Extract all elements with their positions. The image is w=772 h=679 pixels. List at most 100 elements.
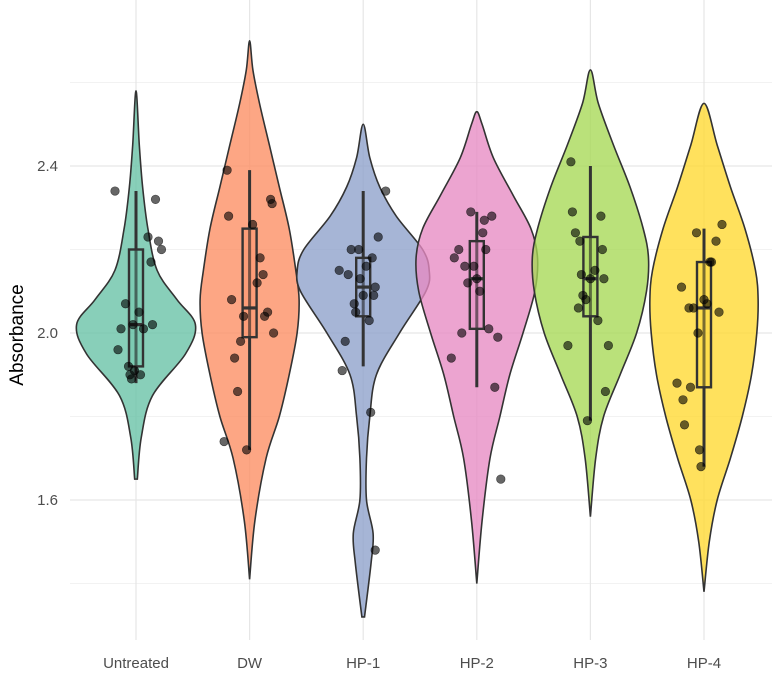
point-hp-2-10 (478, 228, 488, 238)
x-tick-label-5: HP-4 (687, 655, 721, 672)
violin-layer (75, 39, 759, 618)
point-hp-3-3 (570, 228, 581, 238)
x-tick-label-0: Untreated (103, 655, 169, 672)
point-hp-3-7 (581, 295, 591, 305)
point-dw-9 (248, 219, 258, 230)
point-hp-2-11 (479, 215, 489, 225)
point-hp-3-16 (603, 340, 614, 351)
point-hp-2-9 (475, 286, 485, 296)
point-hp-4-17 (693, 328, 703, 338)
point-hp-1-11 (364, 315, 374, 326)
point-hp-3-11 (593, 315, 603, 326)
point-hp-4-2 (678, 395, 688, 405)
point-hp-2-1 (449, 253, 459, 263)
point-hp-4-16 (717, 219, 727, 230)
point-untreated-17 (135, 370, 146, 380)
point-hp-2-17 (496, 474, 506, 484)
point-untreated-15 (156, 244, 167, 255)
point-hp-3-5 (575, 236, 585, 246)
point-hp-1-15 (370, 282, 380, 292)
point-hp-3-2 (567, 207, 578, 217)
point-dw-10 (252, 278, 262, 288)
violin-hp-1 (295, 123, 431, 618)
point-hp-1-3 (343, 269, 353, 280)
point-hp-2-3 (457, 328, 467, 338)
point-hp-1-2 (340, 336, 350, 346)
point-hp-3-15 (600, 386, 611, 397)
point-hp-3-0 (563, 340, 573, 351)
box-hp-2 (468, 239, 485, 331)
point-hp-1-14 (369, 290, 379, 301)
point-hp-4-7 (691, 228, 702, 238)
point-dw-2 (224, 211, 234, 221)
point-hp-1-8 (355, 274, 365, 284)
point-hp-2-14 (487, 211, 497, 221)
point-untreated-14 (153, 236, 164, 246)
point-hp-1-16 (373, 232, 383, 242)
point-untreated-11 (146, 257, 156, 267)
point-hp-3-9 (585, 274, 596, 284)
point-untreated-3 (120, 299, 131, 309)
point-hp-2-4 (460, 261, 470, 271)
point-dw-16 (267, 198, 277, 209)
point-hp-1-12 (366, 407, 376, 417)
point-untreated-6 (126, 374, 137, 384)
point-hp-1-7 (354, 244, 364, 255)
point-hp-4-15 (714, 307, 724, 317)
point-hp-1-13 (367, 253, 377, 263)
point-untreated-2 (116, 324, 126, 334)
point-hp-2-16 (493, 332, 503, 342)
point-untreated-9 (138, 324, 149, 334)
point-hp-4-8 (694, 445, 705, 455)
x-tick-label-3: HP-2 (460, 655, 494, 672)
point-dw-1 (222, 165, 232, 175)
point-hp-3-13 (597, 244, 608, 255)
point-hp-2-5 (463, 278, 473, 288)
point-hp-4-9 (696, 462, 706, 472)
point-hp-3-17 (576, 269, 587, 280)
point-dw-0 (219, 436, 229, 447)
point-hp-2-2 (454, 244, 464, 255)
point-hp-3-8 (582, 416, 593, 426)
point-hp-3-12 (596, 211, 606, 221)
point-dw-8 (242, 445, 252, 455)
point-dw-14 (263, 307, 273, 317)
point-dw-4 (230, 353, 240, 363)
point-hp-1-5 (349, 299, 359, 309)
point-dw-7 (239, 311, 249, 321)
point-untreated-12 (147, 320, 158, 330)
point-hp-3-1 (566, 157, 576, 167)
point-dw-5 (233, 386, 243, 397)
y-tick-labels: 1.6 2.0 2.4 (37, 158, 58, 509)
y-tick-label-1: 2.0 (37, 325, 58, 342)
point-hp-2-6 (466, 207, 476, 217)
point-hp-4-6 (688, 303, 699, 313)
point-hp-2-15 (490, 382, 500, 392)
point-hp-3-4 (573, 303, 584, 313)
point-hp-2-12 (481, 244, 491, 255)
y-tick-label-0: 1.6 (37, 492, 58, 509)
point-hp-2-8 (472, 274, 482, 284)
point-untreated-8 (134, 307, 144, 317)
point-untreated-16 (128, 320, 138, 330)
point-hp-3-14 (599, 274, 609, 284)
point-hp-2-7 (469, 261, 479, 271)
point-hp-4-14 (711, 236, 721, 246)
point-dw-17 (269, 328, 279, 338)
point-dw-3 (227, 295, 237, 305)
point-hp-1-6 (351, 307, 361, 317)
point-layer (110, 157, 727, 555)
point-hp-4-5 (685, 382, 696, 392)
point-hp-1-17 (381, 186, 391, 196)
point-hp-1-0 (334, 265, 344, 275)
point-hp-4-1 (676, 282, 687, 292)
point-hp-2-13 (484, 324, 494, 334)
point-hp-1-1 (337, 365, 347, 376)
point-untreated-0 (110, 186, 120, 196)
point-hp-4-13 (706, 257, 717, 267)
y-tick-label-2: 2.4 (37, 158, 58, 175)
x-tick-labels: Untreated DW HP-1 HP-2 HP-3 HP-4 (103, 655, 721, 672)
x-tick-label-4: HP-3 (573, 655, 607, 672)
point-hp-2-0 (446, 353, 456, 363)
